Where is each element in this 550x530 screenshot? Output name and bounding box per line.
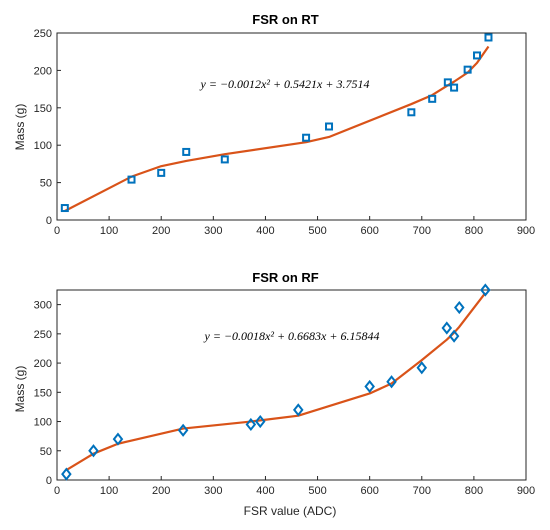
- data-point: [448, 329, 460, 343]
- y-tick-label: 0: [46, 215, 52, 227]
- fit-equation: y = −0.0018x² + 0.6683x + 6.15844: [204, 329, 380, 343]
- data-points-group: [60, 33, 493, 213]
- data-point: [480, 283, 491, 297]
- data-point: [443, 78, 452, 87]
- data-point: [302, 133, 311, 142]
- x-tick-label: 0: [54, 225, 60, 237]
- data-point: [484, 33, 493, 42]
- x-tick-label: 400: [256, 225, 274, 237]
- data-point: [325, 122, 334, 131]
- data-point: [254, 414, 266, 429]
- x-tick-label: 800: [465, 485, 483, 497]
- y-tick-label: 50: [40, 446, 52, 458]
- subplot-rt: FSR on RT Mass (g) y = −0.0012x² + 0.542…: [13, 12, 535, 237]
- y-tick-label: 150: [34, 387, 52, 399]
- x-tick-label: 400: [256, 485, 274, 497]
- x-tick-label: 900: [517, 225, 535, 237]
- axis-ticks: 0 100 200 300 400 500 600 700 800 900 0 50 100 150 200…: [34, 28, 536, 237]
- y-tick-label: 100: [34, 417, 52, 429]
- fit-curve-group: [64, 45, 490, 213]
- x-tick-label: 900: [517, 485, 535, 497]
- data-point: [245, 417, 257, 432]
- data-point: [112, 432, 124, 446]
- y-axis-label: Mass (g): [13, 104, 27, 151]
- x-tick-label: 300: [204, 225, 222, 237]
- y-tick-label: 100: [34, 140, 52, 152]
- data-point: [416, 361, 428, 375]
- y-tick-label: 0: [46, 475, 52, 487]
- y-tick-label: 250: [34, 329, 52, 341]
- fit-equation: y = −0.0012x² + 0.5421x + 3.7514: [200, 77, 370, 91]
- data-point: [386, 375, 397, 389]
- x-tick-label: 200: [152, 485, 170, 497]
- data-point: [454, 300, 465, 315]
- x-tick-label: 600: [360, 485, 378, 497]
- data-point: [60, 204, 69, 213]
- y-tick-label: 300: [34, 300, 52, 312]
- chart-title: FSR on RT: [252, 12, 318, 27]
- y-tick-label: 150: [34, 103, 52, 115]
- y-tick-label: 250: [34, 28, 52, 40]
- data-point: [88, 444, 99, 458]
- y-tick-label: 200: [34, 65, 52, 77]
- data-point: [61, 467, 72, 481]
- data-point: [292, 403, 304, 417]
- y-tick-label: 50: [40, 178, 52, 190]
- data-point: [157, 168, 166, 177]
- data-point: [450, 83, 459, 92]
- data-point: [177, 423, 189, 437]
- data-point: [407, 108, 416, 117]
- axis-ticks: 0 100 200 300 400 500 600 700 800 900 0 50 100 150 200…: [34, 300, 536, 497]
- x-tick-label: 500: [308, 485, 326, 497]
- data-point: [441, 321, 453, 335]
- x-tick-label: 300: [204, 485, 222, 497]
- data-points-group: [61, 283, 491, 481]
- x-tick-label: 600: [360, 225, 378, 237]
- plot-frame: [56, 32, 527, 221]
- chart-title: FSR on RF: [252, 270, 318, 285]
- y-axis-label: Mass (g): [13, 366, 27, 413]
- x-tick-label: 100: [100, 485, 118, 497]
- data-point: [473, 51, 482, 60]
- x-tick-label: 500: [308, 225, 326, 237]
- data-point: [127, 175, 136, 184]
- data-point: [182, 147, 191, 156]
- x-tick-label: 0: [54, 485, 60, 497]
- plot-frame: [56, 289, 527, 481]
- data-point: [463, 65, 472, 74]
- data-point: [364, 379, 375, 394]
- x-axis-label: FSR value (ADC): [244, 504, 337, 518]
- x-tick-label: 700: [413, 485, 431, 497]
- fit-curve-group: [65, 292, 487, 472]
- y-tick-label: 200: [34, 358, 52, 370]
- x-tick-label: 700: [413, 225, 431, 237]
- subplot-rf: FSR on RF Mass (g) FSR value (ADC) y = −…: [13, 270, 535, 518]
- data-point: [220, 155, 229, 164]
- data-point: [428, 94, 437, 103]
- x-tick-label: 800: [465, 225, 483, 237]
- fit-line: [65, 292, 487, 472]
- fit-line: [64, 45, 490, 213]
- x-tick-label: 100: [100, 225, 118, 237]
- x-tick-label: 200: [152, 225, 170, 237]
